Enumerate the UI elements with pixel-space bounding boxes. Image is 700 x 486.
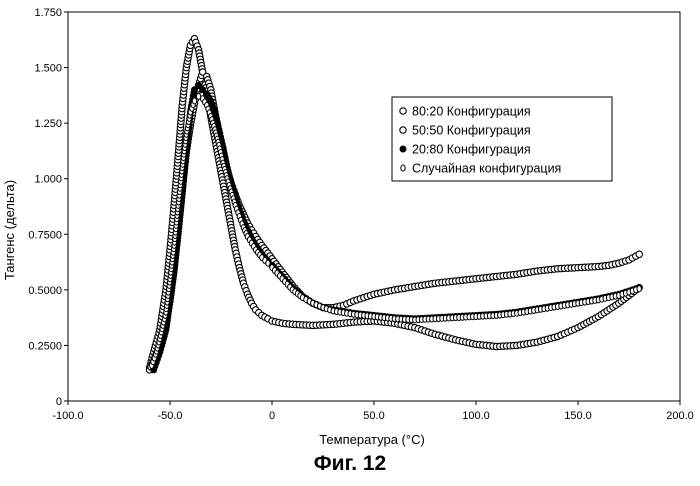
x-tick-label: 100.0 bbox=[462, 410, 490, 422]
legend: 80:20 Конфигурация 50:50 Конфигурация 20:8… bbox=[392, 97, 612, 181]
legend-entry: Случайная конфигурация bbox=[412, 162, 561, 176]
legend-entry: 80:20 Конфигурация bbox=[412, 105, 531, 119]
y-tick-label: 1.750 bbox=[34, 7, 62, 19]
x-axis-title: Температура (°C) bbox=[319, 432, 425, 447]
data-point bbox=[636, 251, 642, 257]
legend-entry: 50:50 Конфигурация bbox=[412, 124, 531, 138]
x-tick-label: 50.0 bbox=[363, 410, 384, 422]
data-points bbox=[146, 35, 642, 373]
x-tick-label: -50.0 bbox=[157, 410, 182, 422]
x-tick-label: 200.0 bbox=[666, 410, 694, 422]
data-point bbox=[266, 260, 270, 266]
y-tick-label: 0 bbox=[56, 396, 62, 408]
y-tick-label: 0.5000 bbox=[28, 285, 62, 297]
y-tick-label: 0.2500 bbox=[28, 340, 62, 352]
legend-marker bbox=[400, 127, 406, 133]
data-point bbox=[637, 286, 641, 292]
x-tick-label: 0 bbox=[269, 410, 275, 422]
y-tick-label: 1.000 bbox=[34, 174, 62, 186]
legend-marker bbox=[400, 146, 406, 152]
legend-marker bbox=[400, 108, 406, 114]
legend-entry: 20:80 Конфигурация bbox=[412, 143, 531, 157]
x-tick-label: -100.0 bbox=[52, 410, 83, 422]
legend-marker bbox=[401, 165, 405, 171]
y-tick-label: 1.500 bbox=[34, 63, 62, 75]
figure-caption: Фиг. 12 bbox=[0, 452, 700, 476]
tick-labels: -100.0 -50.0 0 50.0 100.0 150.0 200.0 0 0.2500 0.… bbox=[28, 7, 693, 422]
data-point bbox=[192, 98, 196, 104]
y-tick-label: 0.7500 bbox=[28, 229, 62, 241]
x-tick-label: 150.0 bbox=[564, 410, 592, 422]
chart: -100.0 -50.0 0 50.0 100.0 150.0 200.0 0 0.2500 0.… bbox=[0, 0, 700, 450]
y-tick-label: 1.250 bbox=[34, 118, 62, 130]
y-axis-title: Тангенс (дельта) bbox=[2, 180, 17, 280]
